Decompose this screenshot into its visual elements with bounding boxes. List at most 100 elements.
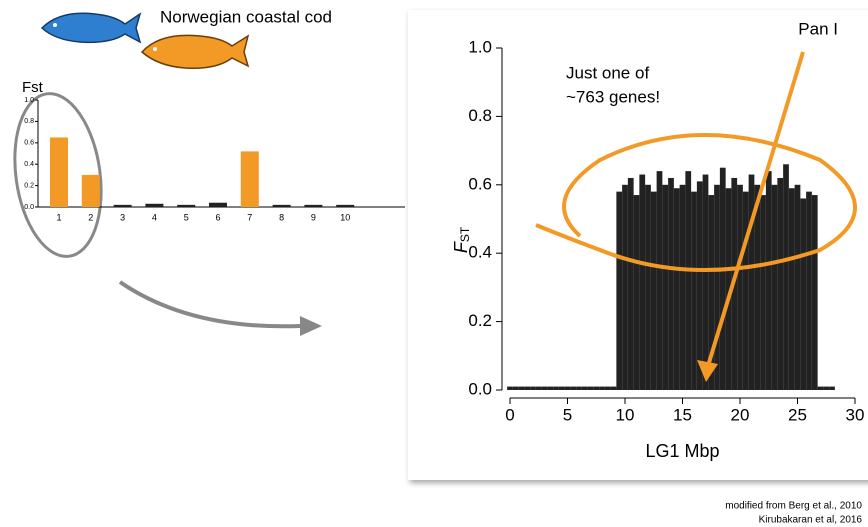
annotation: Just one of bbox=[566, 63, 649, 82]
spike bbox=[622, 184, 628, 390]
zoom-arrow bbox=[118, 280, 301, 329]
y-label-sub: ST bbox=[458, 226, 472, 242]
x-tick-label: 25 bbox=[788, 405, 807, 424]
spike bbox=[765, 171, 772, 390]
spike bbox=[754, 184, 761, 390]
spike bbox=[576, 386, 582, 390]
y-tick-label: 0.8 bbox=[24, 118, 34, 125]
spike bbox=[794, 184, 801, 390]
x-tick-label: 20 bbox=[731, 405, 750, 424]
spike bbox=[829, 386, 835, 390]
fish-label: Norwegian coastal cod bbox=[160, 7, 332, 26]
spike bbox=[719, 167, 726, 390]
spike bbox=[702, 174, 709, 390]
spike bbox=[633, 195, 640, 390]
bar bbox=[336, 204, 355, 207]
bar bbox=[304, 204, 323, 207]
x-tick-label: 1 bbox=[56, 212, 61, 222]
bar bbox=[240, 151, 259, 207]
annotation: ~763 genes! bbox=[566, 87, 660, 106]
spike bbox=[581, 386, 588, 390]
x-tick-label: 9 bbox=[311, 212, 316, 222]
highlight-ellipse bbox=[13, 92, 103, 258]
spike bbox=[668, 177, 674, 390]
annotation: Pan I bbox=[798, 19, 838, 38]
x-tick-label: 4 bbox=[152, 212, 157, 222]
spike bbox=[742, 191, 749, 390]
blue-fish bbox=[40, 12, 142, 44]
spike bbox=[679, 184, 686, 390]
spike bbox=[616, 191, 623, 390]
x-tick-label: 2 bbox=[88, 212, 93, 222]
spike bbox=[507, 386, 513, 390]
spike bbox=[518, 386, 525, 390]
spike bbox=[823, 386, 830, 390]
bar bbox=[113, 204, 132, 207]
spike bbox=[535, 386, 542, 390]
bar bbox=[209, 202, 227, 207]
spike bbox=[662, 184, 669, 390]
annotation-arrow bbox=[706, 51, 805, 367]
y-tick-label: 0.0 bbox=[468, 379, 492, 398]
spike bbox=[685, 171, 692, 390]
spike bbox=[547, 386, 554, 390]
annotation-arrowhead bbox=[697, 360, 718, 382]
spike bbox=[650, 191, 657, 390]
spike bbox=[691, 191, 697, 390]
x-tick-label: 8 bbox=[279, 212, 284, 222]
spike bbox=[558, 386, 565, 390]
y-axis-label: FST bbox=[451, 226, 472, 253]
spike bbox=[570, 386, 577, 390]
spike bbox=[806, 191, 812, 390]
x-tick-label: 30 bbox=[846, 405, 865, 424]
spike bbox=[645, 184, 651, 390]
credit: Kirubakaran et al, 2016 bbox=[759, 515, 863, 526]
spike bbox=[564, 386, 571, 390]
spike bbox=[760, 195, 766, 390]
y-tick-label: 0.4 bbox=[468, 243, 492, 262]
x-tick-label: 5 bbox=[563, 405, 572, 424]
spike bbox=[604, 386, 611, 390]
spike bbox=[788, 188, 795, 390]
y-tick-label: 0.8 bbox=[468, 106, 492, 125]
spike bbox=[696, 181, 703, 390]
spike bbox=[530, 386, 536, 390]
spike bbox=[817, 386, 824, 390]
annotation-ellipse bbox=[535, 133, 857, 272]
bar bbox=[81, 174, 100, 207]
x-tick-label: 0 bbox=[505, 405, 514, 424]
genome-scan-chart: Fst 0.0 0.2 0.4 0.6 0.8 1.0 1 2 3 4 5 6 7 8 9 10 bbox=[22, 79, 405, 222]
spike bbox=[512, 386, 519, 390]
spike bbox=[593, 386, 600, 390]
x-axis-label: LG1 Mbp bbox=[645, 441, 719, 461]
x-tick-label: 10 bbox=[616, 405, 635, 424]
spike bbox=[737, 184, 743, 390]
orange-fish bbox=[140, 34, 250, 70]
lg1-chart: 0.0 0.2 0.4 0.6 0.8 1.0 0 5 10 15 20 25 30 LG1 Mbp FST… bbox=[451, 19, 865, 460]
spike bbox=[524, 386, 531, 390]
y-tick-label: 0.6 bbox=[24, 140, 34, 147]
spike bbox=[708, 195, 715, 390]
x-tick-label: 3 bbox=[120, 212, 125, 222]
x-tick-label: 5 bbox=[184, 212, 189, 222]
credit: modified from Berg et al., 2010 bbox=[725, 501, 862, 512]
y-axis-label: Fst bbox=[22, 79, 44, 96]
spike bbox=[553, 386, 559, 390]
spike bbox=[587, 386, 594, 390]
spike bbox=[714, 184, 720, 390]
spike bbox=[725, 188, 732, 390]
bar bbox=[145, 203, 164, 207]
bar bbox=[50, 137, 68, 207]
zoom-arrowhead bbox=[300, 316, 322, 336]
spike bbox=[783, 164, 789, 390]
spike bbox=[656, 171, 663, 390]
y-tick-label: 0.0 bbox=[24, 204, 34, 211]
spike bbox=[627, 177, 634, 390]
bar bbox=[272, 204, 291, 207]
spike bbox=[610, 386, 617, 390]
y-tick-label: 1.0 bbox=[24, 97, 34, 104]
spike bbox=[811, 195, 818, 390]
y-tick-label: 1.0 bbox=[468, 37, 492, 56]
